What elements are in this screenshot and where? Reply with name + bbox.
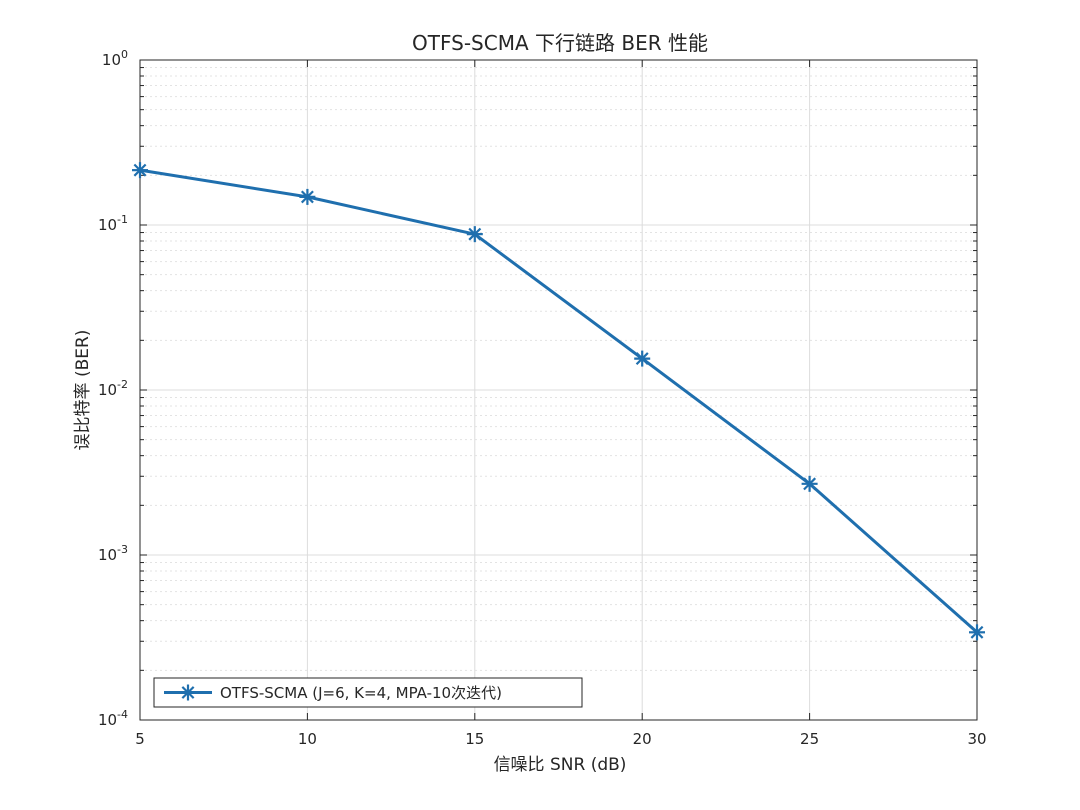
data-point (634, 350, 651, 367)
data-point (299, 188, 316, 205)
x-tick-label: 25 (800, 730, 819, 748)
marker-stroke (635, 352, 649, 366)
axis-ticks (139, 59, 978, 721)
data-point (132, 162, 148, 179)
chart-title: OTFS-SCMA 下行链路 BER 性能 (412, 31, 708, 55)
marker-stroke (133, 163, 147, 177)
marker-stroke (181, 686, 195, 699)
x-tick-label: 20 (633, 730, 652, 748)
marker-stroke (300, 190, 314, 204)
marker-stroke (970, 625, 984, 639)
legend-marker-glyph (180, 684, 196, 701)
legend-asterisk-icon (180, 684, 196, 701)
x-tick-label: 15 (465, 730, 484, 748)
data-point (969, 624, 985, 641)
x-tick-label: 5 (135, 730, 145, 748)
series-layer (132, 162, 985, 641)
x-tick-label: 10 (298, 730, 317, 748)
x-axis-label: 信噪比 SNR (dB) (494, 755, 627, 775)
legend-box (153, 677, 583, 708)
x-tick-label: 30 (967, 730, 986, 748)
data-point (801, 475, 818, 492)
legend-entry-label: OTFS-SCMA (J=6, K=4, MPA-10次迭代) (220, 684, 502, 702)
legend: OTFS-SCMA (J=6, K=4, MPA-10次迭代) (153, 677, 583, 708)
x-tick-labels: 5 10 15 20 25 30 (135, 730, 986, 748)
y-axis-label: 误比特率 (BER) (73, 330, 93, 451)
marker-stroke (803, 477, 817, 491)
data-point (466, 226, 483, 243)
marker-stroke (468, 227, 482, 241)
series-line (139, 168, 978, 634)
